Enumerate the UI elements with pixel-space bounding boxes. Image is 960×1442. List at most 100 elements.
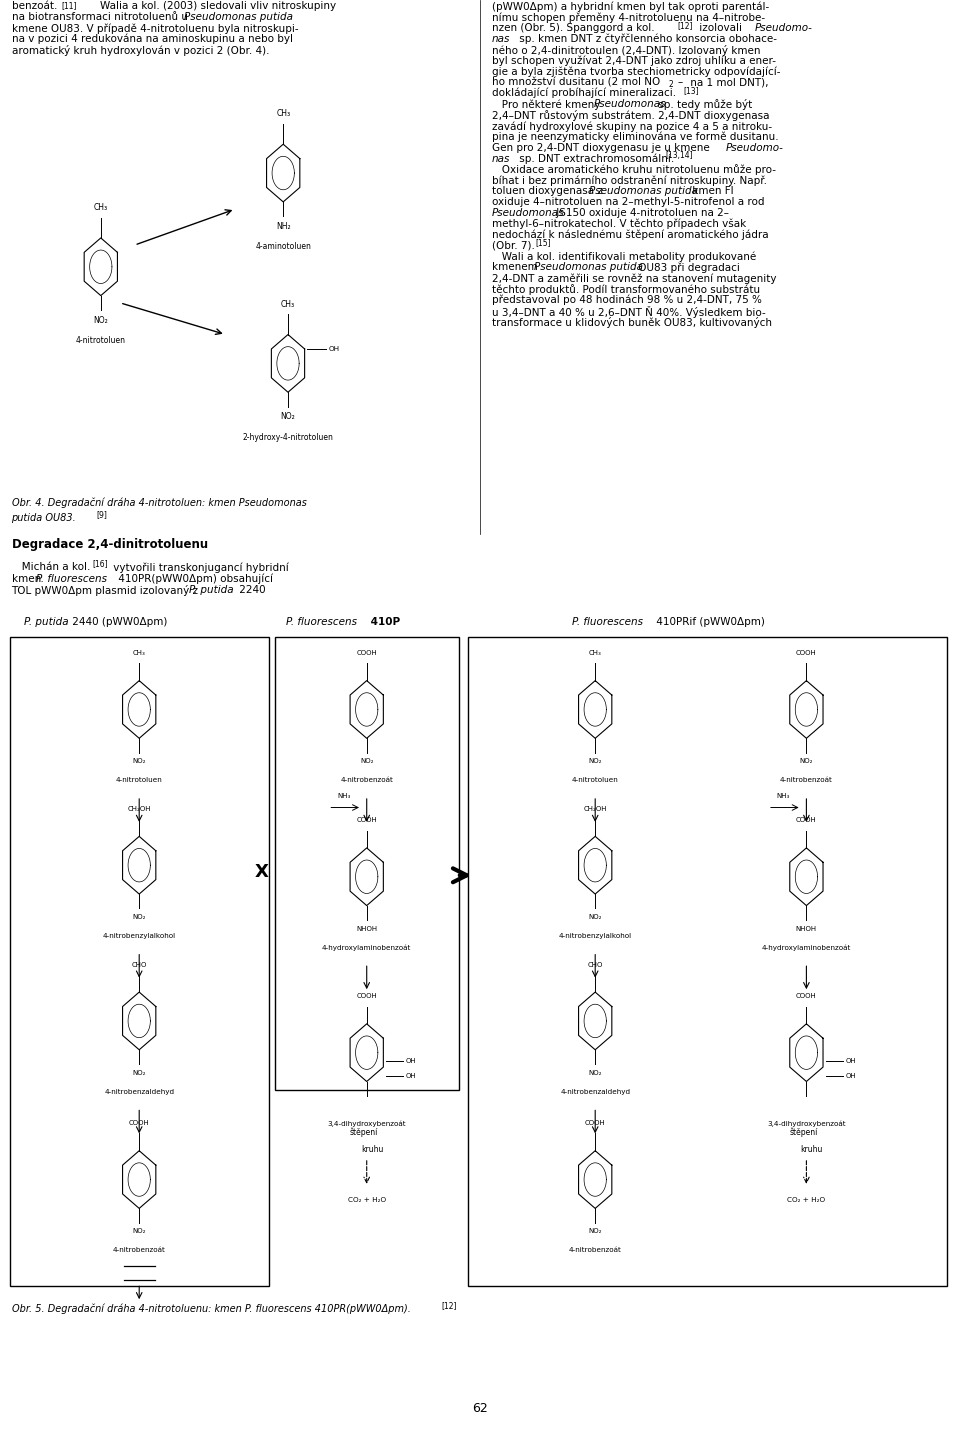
Text: NO₂: NO₂ (588, 914, 602, 920)
Text: NH₃: NH₃ (777, 793, 790, 799)
Text: 4-nitrotoluen: 4-nitrotoluen (572, 777, 618, 783)
Text: 4-hydroxylaminobenzoát: 4-hydroxylaminobenzoát (761, 945, 852, 952)
Text: byl schopen využívat 2,4-DNT jako zdroj uhlíku a ener-: byl schopen využívat 2,4-DNT jako zdroj … (492, 55, 776, 66)
Text: 410P: 410P (367, 617, 400, 627)
Text: X: X (254, 864, 268, 881)
Text: 4-nitrobenzaldehyd: 4-nitrobenzaldehyd (104, 1089, 175, 1094)
Text: P. putida: P. putida (24, 617, 68, 627)
Text: NHOH: NHOH (356, 926, 377, 932)
Text: Pseudomonas putida: Pseudomonas putida (534, 262, 643, 273)
Text: gie a byla zjištěna tvorba stechiometricky odpovídající-: gie a byla zjištěna tvorba stechiometric… (492, 66, 780, 76)
Text: COOH: COOH (796, 818, 817, 823)
Text: Wali a kol. identifikovali metabolity produkované: Wali a kol. identifikovali metabolity pr… (492, 251, 756, 262)
Text: 4-nitrobenzylalkohol: 4-nitrobenzylalkohol (103, 933, 176, 939)
Text: dokládající probíhající mineralizaci.: dokládající probíhající mineralizaci. (492, 88, 676, 98)
Text: [12]: [12] (678, 20, 693, 30)
Text: CH₂OH: CH₂OH (128, 806, 151, 812)
Text: těchto produktů. Podíl transformovaného substrátu: těchto produktů. Podíl transformovaného … (492, 284, 759, 296)
Text: pina je neenzymaticky eliminována ve formě dusitanu.: pina je neenzymaticky eliminována ve for… (492, 131, 779, 143)
Text: Walia a kol. (2003) sledovali vliv nitroskupiny: Walia a kol. (2003) sledovali vliv nitro… (100, 1, 336, 12)
Text: Pseudomonas: Pseudomonas (492, 208, 564, 218)
Text: 4-nitrobenzoát: 4-nitrobenzoát (112, 1247, 166, 1253)
Text: oxiduje 4–nitrotoluen na 2–methyl-5-nitrofenol a rod: oxiduje 4–nitrotoluen na 2–methyl-5-nitr… (492, 196, 764, 206)
Text: transformace u klidových buněk OU83, kultivovaných: transformace u klidových buněk OU83, kul… (492, 317, 772, 327)
Text: NO₂: NO₂ (588, 1070, 602, 1076)
Text: OH: OH (328, 346, 340, 352)
Text: kruhu: kruhu (361, 1145, 383, 1154)
Text: JS150 oxiduje 4-nitrotoluen na 2–: JS150 oxiduje 4-nitrotoluen na 2– (553, 208, 729, 218)
Text: Gen pro 2,4-DNT dioxygenasu je u kmene: Gen pro 2,4-DNT dioxygenasu je u kmene (492, 143, 712, 153)
Text: OU83 při degradaci: OU83 při degradaci (635, 262, 739, 273)
Text: NO₂: NO₂ (360, 758, 373, 764)
Text: –: – (678, 76, 683, 87)
Text: izolovali: izolovali (696, 23, 745, 33)
Text: CH₃: CH₃ (281, 300, 295, 309)
Text: 4-nitrobenzoát: 4-nitrobenzoát (340, 777, 394, 783)
Text: P. putida: P. putida (189, 585, 233, 596)
Text: Pseudomo-: Pseudomo- (726, 143, 783, 153)
Text: NO₂: NO₂ (93, 316, 108, 324)
Text: [16]: [16] (92, 559, 108, 568)
Text: Pseudomonas: Pseudomonas (593, 99, 666, 110)
Text: 62: 62 (472, 1402, 488, 1415)
Text: nas: nas (492, 33, 510, 43)
Text: 4-hydroxylaminobenzoát: 4-hydroxylaminobenzoát (322, 945, 412, 952)
Text: NO₂: NO₂ (588, 1229, 602, 1234)
Text: 4-nitrotoluen: 4-nitrotoluen (116, 777, 162, 783)
Text: Michán a kol.: Michán a kol. (12, 562, 90, 572)
Text: kmen: kmen (12, 574, 44, 584)
Text: 2-hydroxy-4-nitrotoluen: 2-hydroxy-4-nitrotoluen (243, 433, 333, 441)
Text: zavádí hydroxylové skupiny na pozice 4 a 5 a nitroku-: zavádí hydroxylové skupiny na pozice 4 a… (492, 121, 772, 131)
Text: [13,14]: [13,14] (665, 151, 693, 160)
Text: [9]: [9] (96, 510, 107, 519)
Text: štěpení: štěpení (789, 1128, 818, 1138)
Text: kmene OU83. V případě 4-nitrotoluenu byla nitroskupi-: kmene OU83. V případě 4-nitrotoluenu byl… (12, 23, 299, 33)
Text: NO₂: NO₂ (132, 1070, 146, 1076)
Text: ho množství dusitanu (2 mol NO: ho množství dusitanu (2 mol NO (492, 76, 660, 87)
Text: sp. kmen DNT z čtyřčlenného konsorcia obohace-: sp. kmen DNT z čtyřčlenného konsorcia ob… (516, 33, 777, 45)
Text: CO₂ + H₂O: CO₂ + H₂O (787, 1197, 826, 1203)
Text: OH: OH (845, 1058, 856, 1064)
Text: NH₃: NH₃ (337, 793, 350, 799)
Text: bíhat i bez primárního odstranění nitroskupiny. Např.: bíhat i bez primárního odstranění nitros… (492, 174, 766, 186)
Text: NO₂: NO₂ (132, 758, 146, 764)
Text: NO₂: NO₂ (588, 758, 602, 764)
Text: 3,4-dihydroxybenzoát: 3,4-dihydroxybenzoát (767, 1120, 846, 1128)
Text: CH₃: CH₃ (276, 110, 290, 118)
Text: na biotransformaci nitrotoluenů u: na biotransformaci nitrotoluenů u (12, 12, 191, 22)
Text: 2240: 2240 (236, 585, 266, 596)
Text: kmen FI: kmen FI (689, 186, 733, 196)
Text: 3,4-dihydroxybenzoát: 3,4-dihydroxybenzoát (327, 1120, 406, 1128)
Text: methyl-6–nitrokatechol. V těchto případech však: methyl-6–nitrokatechol. V těchto případe… (492, 218, 746, 229)
Text: P. fluorescens: P. fluorescens (36, 574, 108, 584)
Text: P. fluorescens: P. fluorescens (286, 617, 357, 627)
Text: štěpení: štěpení (349, 1128, 378, 1138)
Text: ného o 2,4-dinitrotoulen (2,4-DNT). Izolovaný kmen: ného o 2,4-dinitrotoulen (2,4-DNT). Izol… (492, 45, 760, 56)
Text: kruhu: kruhu (801, 1145, 823, 1154)
Text: TOL pWW0Δpm plasmid izolovaný z: TOL pWW0Δpm plasmid izolovaný z (12, 585, 202, 597)
Text: CHO: CHO (588, 962, 603, 968)
Text: P. fluorescens: P. fluorescens (572, 617, 643, 627)
Text: benzoát.: benzoát. (12, 1, 57, 12)
Text: kmenem: kmenem (492, 262, 540, 273)
Text: nzen (Obr. 5). Spanggord a kol.: nzen (Obr. 5). Spanggord a kol. (492, 23, 654, 33)
Text: 2,4-DNT a zaměřili se rovněž na stanovení mutagenity: 2,4-DNT a zaměřili se rovněž na stanoven… (492, 274, 776, 284)
Text: 4-nitrobenzylalkohol: 4-nitrobenzylalkohol (559, 933, 632, 939)
Text: [15]: [15] (536, 238, 551, 247)
Text: NO₂: NO₂ (280, 412, 296, 421)
Text: 2,4–DNT růstovým substrátem. 2,4-DNT dioxygenasa: 2,4–DNT růstovým substrátem. 2,4-DNT dio… (492, 111, 769, 121)
Text: 2: 2 (668, 79, 673, 89)
Text: vytvořili transkonjugancí hybridní: vytvořili transkonjugancí hybridní (110, 562, 289, 572)
Text: (Obr. 7).: (Obr. 7). (492, 239, 535, 249)
Text: COOH: COOH (129, 1120, 150, 1126)
Text: NHOH: NHOH (796, 926, 817, 932)
Text: [12]: [12] (442, 1301, 457, 1309)
Text: CHO: CHO (132, 962, 147, 968)
Text: CH₂OH: CH₂OH (584, 806, 607, 812)
Text: COOH: COOH (356, 818, 377, 823)
Text: u 3,4–DNT a 40 % u 2,6–DNT Ň 40%. Výsledkem bio-: u 3,4–DNT a 40 % u 2,6–DNT Ň 40%. Výsled… (492, 306, 765, 317)
Text: CH₃: CH₃ (588, 650, 602, 656)
Text: nímu schopen přeměny 4-nitrotoluenu na 4–nitrobe-: nímu schopen přeměny 4-nitrotoluenu na 4… (492, 12, 765, 23)
Text: Pseudomo-: Pseudomo- (755, 23, 812, 33)
Text: Pro některé kmeny: Pro některé kmeny (492, 99, 603, 110)
